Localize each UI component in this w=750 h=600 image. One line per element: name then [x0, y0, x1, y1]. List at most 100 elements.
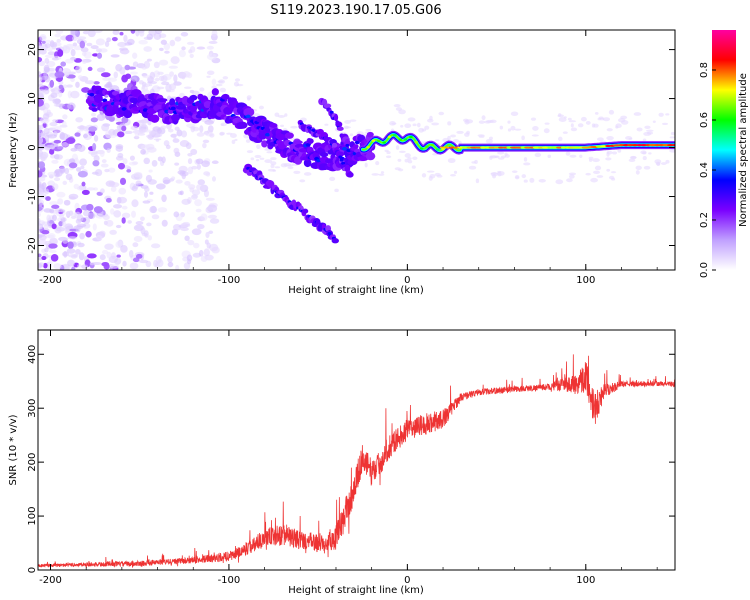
- spectrogram-ytick-label: -20: [27, 237, 38, 253]
- spectrogram-band-core: [366, 145, 370, 149]
- spectrogram-band-core: [514, 146, 523, 149]
- spectrogram-branch-blob: [336, 151, 345, 157]
- spectrogram-noise-blob: [121, 205, 128, 210]
- spectrogram-noise-blob: [164, 50, 170, 54]
- spectrogram-noise-blob: [605, 157, 612, 161]
- spectrogram-noise-blob: [49, 208, 55, 214]
- spectrogram-noise-blob: [204, 119, 214, 125]
- spectrogram-noise-blob: [41, 221, 50, 226]
- spectrogram-noise-blob: [222, 76, 229, 80]
- spectrogram-noise-blob: [468, 165, 477, 170]
- spectrogram-noise-blob: [103, 263, 110, 270]
- spectrogram-noise-blob: [76, 167, 82, 172]
- spectrogram-noise-blob: [46, 46, 53, 52]
- spectrogram-noise-blob: [122, 158, 128, 165]
- spectrogram-noise-blob: [202, 139, 210, 144]
- spectrogram-noise-blob: [155, 30, 162, 35]
- spectrogram-noise-blob: [202, 142, 207, 149]
- snr-frame: [37, 329, 676, 571]
- spectrogram-band-core: [444, 146, 451, 149]
- spectrogram-noise-blob: [109, 229, 117, 235]
- spectrogram-noise-blob: [161, 81, 170, 86]
- spectrogram-noise-blob: [135, 225, 145, 230]
- spectrogram-noise-blob: [602, 117, 611, 122]
- spectrogram-noise-blob: [150, 243, 161, 249]
- spectrogram-noise-blob: [140, 149, 146, 155]
- spectrogram-noise-blob: [43, 262, 48, 269]
- spectrogram-noise-blob: [375, 161, 380, 166]
- spectrogram-noise-blob: [196, 46, 206, 50]
- spectrogram-noise-blob: [122, 49, 128, 55]
- spectrogram-noise-blob: [52, 183, 59, 191]
- spectrogram-noise-blob: [51, 57, 59, 61]
- spectrogram-noise-blob: [100, 188, 105, 194]
- spectrogram-noise-blob: [127, 38, 135, 46]
- spectrogram-noise-blob: [157, 71, 164, 75]
- spectrogram-noise-blob: [180, 31, 189, 37]
- spectrogram-noise-blob: [400, 124, 404, 128]
- spectrogram-band-core: [488, 146, 496, 149]
- spectrogram-noise-blob: [38, 76, 43, 83]
- spectrogram-noise-blob: [118, 187, 127, 195]
- spectrogram-branch-blob: [302, 208, 309, 214]
- spectrogram-noise-blob: [173, 147, 180, 154]
- spectrogram-noise-blob: [198, 249, 204, 257]
- spectrogram-noise-blob: [62, 45, 71, 54]
- spectrogram-noise-blob: [181, 75, 186, 80]
- spectrogram-ridge-core: [245, 114, 251, 119]
- spectrogram-noise-blob: [172, 138, 180, 143]
- spectrogram-noise-blob: [153, 32, 162, 40]
- spectrogram-noise-blob: [119, 31, 124, 36]
- spectrogram-noise-blob: [195, 208, 202, 213]
- spectrogram-noise-blob: [555, 179, 564, 185]
- spectrogram-ridge-blob: [171, 114, 181, 122]
- spectrogram-noise-blob: [43, 66, 50, 73]
- spectrogram-noise-blob: [70, 90, 80, 99]
- spectrogram-noise-blob: [130, 30, 136, 34]
- spectrogram-noise-blob: [144, 186, 150, 192]
- spectrogram-branch-blob: [333, 113, 339, 122]
- spectrogram-noise-blob: [532, 126, 539, 131]
- spectrogram-noise-blob: [205, 197, 215, 201]
- spectrogram-noise-blob: [44, 39, 52, 44]
- spectrogram-noise-blob: [177, 170, 186, 175]
- spectrogram-noise-blob: [104, 168, 110, 173]
- spectrogram-noise-blob: [54, 227, 62, 234]
- spectrogram-band-core: [371, 139, 376, 142]
- spectrogram-ridge-blob: [175, 105, 187, 110]
- spectrogram-noise-blob: [220, 122, 227, 127]
- spectrogram-band-core: [448, 146, 456, 149]
- spectrogram-noise-blob: [421, 128, 427, 132]
- spectrogram-noise-blob: [129, 155, 135, 161]
- spectrogram-noise-blob: [234, 138, 238, 142]
- spectrogram-noise-blob: [303, 172, 312, 176]
- spectrogram-frame: [37, 29, 676, 271]
- spectrogram-noise-blob: [111, 252, 116, 259]
- spectrogram-noise-blob: [38, 98, 44, 107]
- spectrogram-noise-blob: [186, 254, 193, 262]
- spectrogram-noise-blob: [189, 53, 194, 59]
- spectrogram-noise-blob: [54, 33, 61, 38]
- spectrogram-band-core: [398, 138, 403, 141]
- spectrogram-noise-blob: [179, 140, 190, 148]
- spectrogram-noise-blob: [79, 158, 88, 166]
- spectrogram-noise-blob: [173, 135, 177, 140]
- spectrogram-ridge-blob: [303, 158, 312, 168]
- spectrogram-noise-blob: [169, 39, 176, 47]
- spectrogram-noise-blob: [38, 180, 42, 188]
- spectrogram-noise-blob: [205, 231, 210, 239]
- spectrogram-noise-blob: [652, 120, 656, 123]
- spectrogram-ridge-blob: [261, 140, 268, 148]
- spectrogram-noise-blob: [141, 65, 148, 70]
- spectrogram-noise-blob: [39, 33, 47, 42]
- colorbar-tick-label: 0.6: [699, 112, 710, 128]
- spectrogram-noise-blob: [492, 174, 496, 179]
- snr-ytick-label: 200: [27, 453, 38, 472]
- spectrogram-noise-blob: [194, 199, 202, 207]
- spectrogram-noise-blob: [209, 218, 220, 224]
- snr-ytick-label: 0: [27, 567, 38, 573]
- spectrogram-band-core: [382, 141, 386, 144]
- spectrogram-noise-blob: [113, 210, 122, 218]
- spectrogram-noise-blob: [630, 156, 637, 159]
- spectrogram-branch-blob: [335, 121, 343, 128]
